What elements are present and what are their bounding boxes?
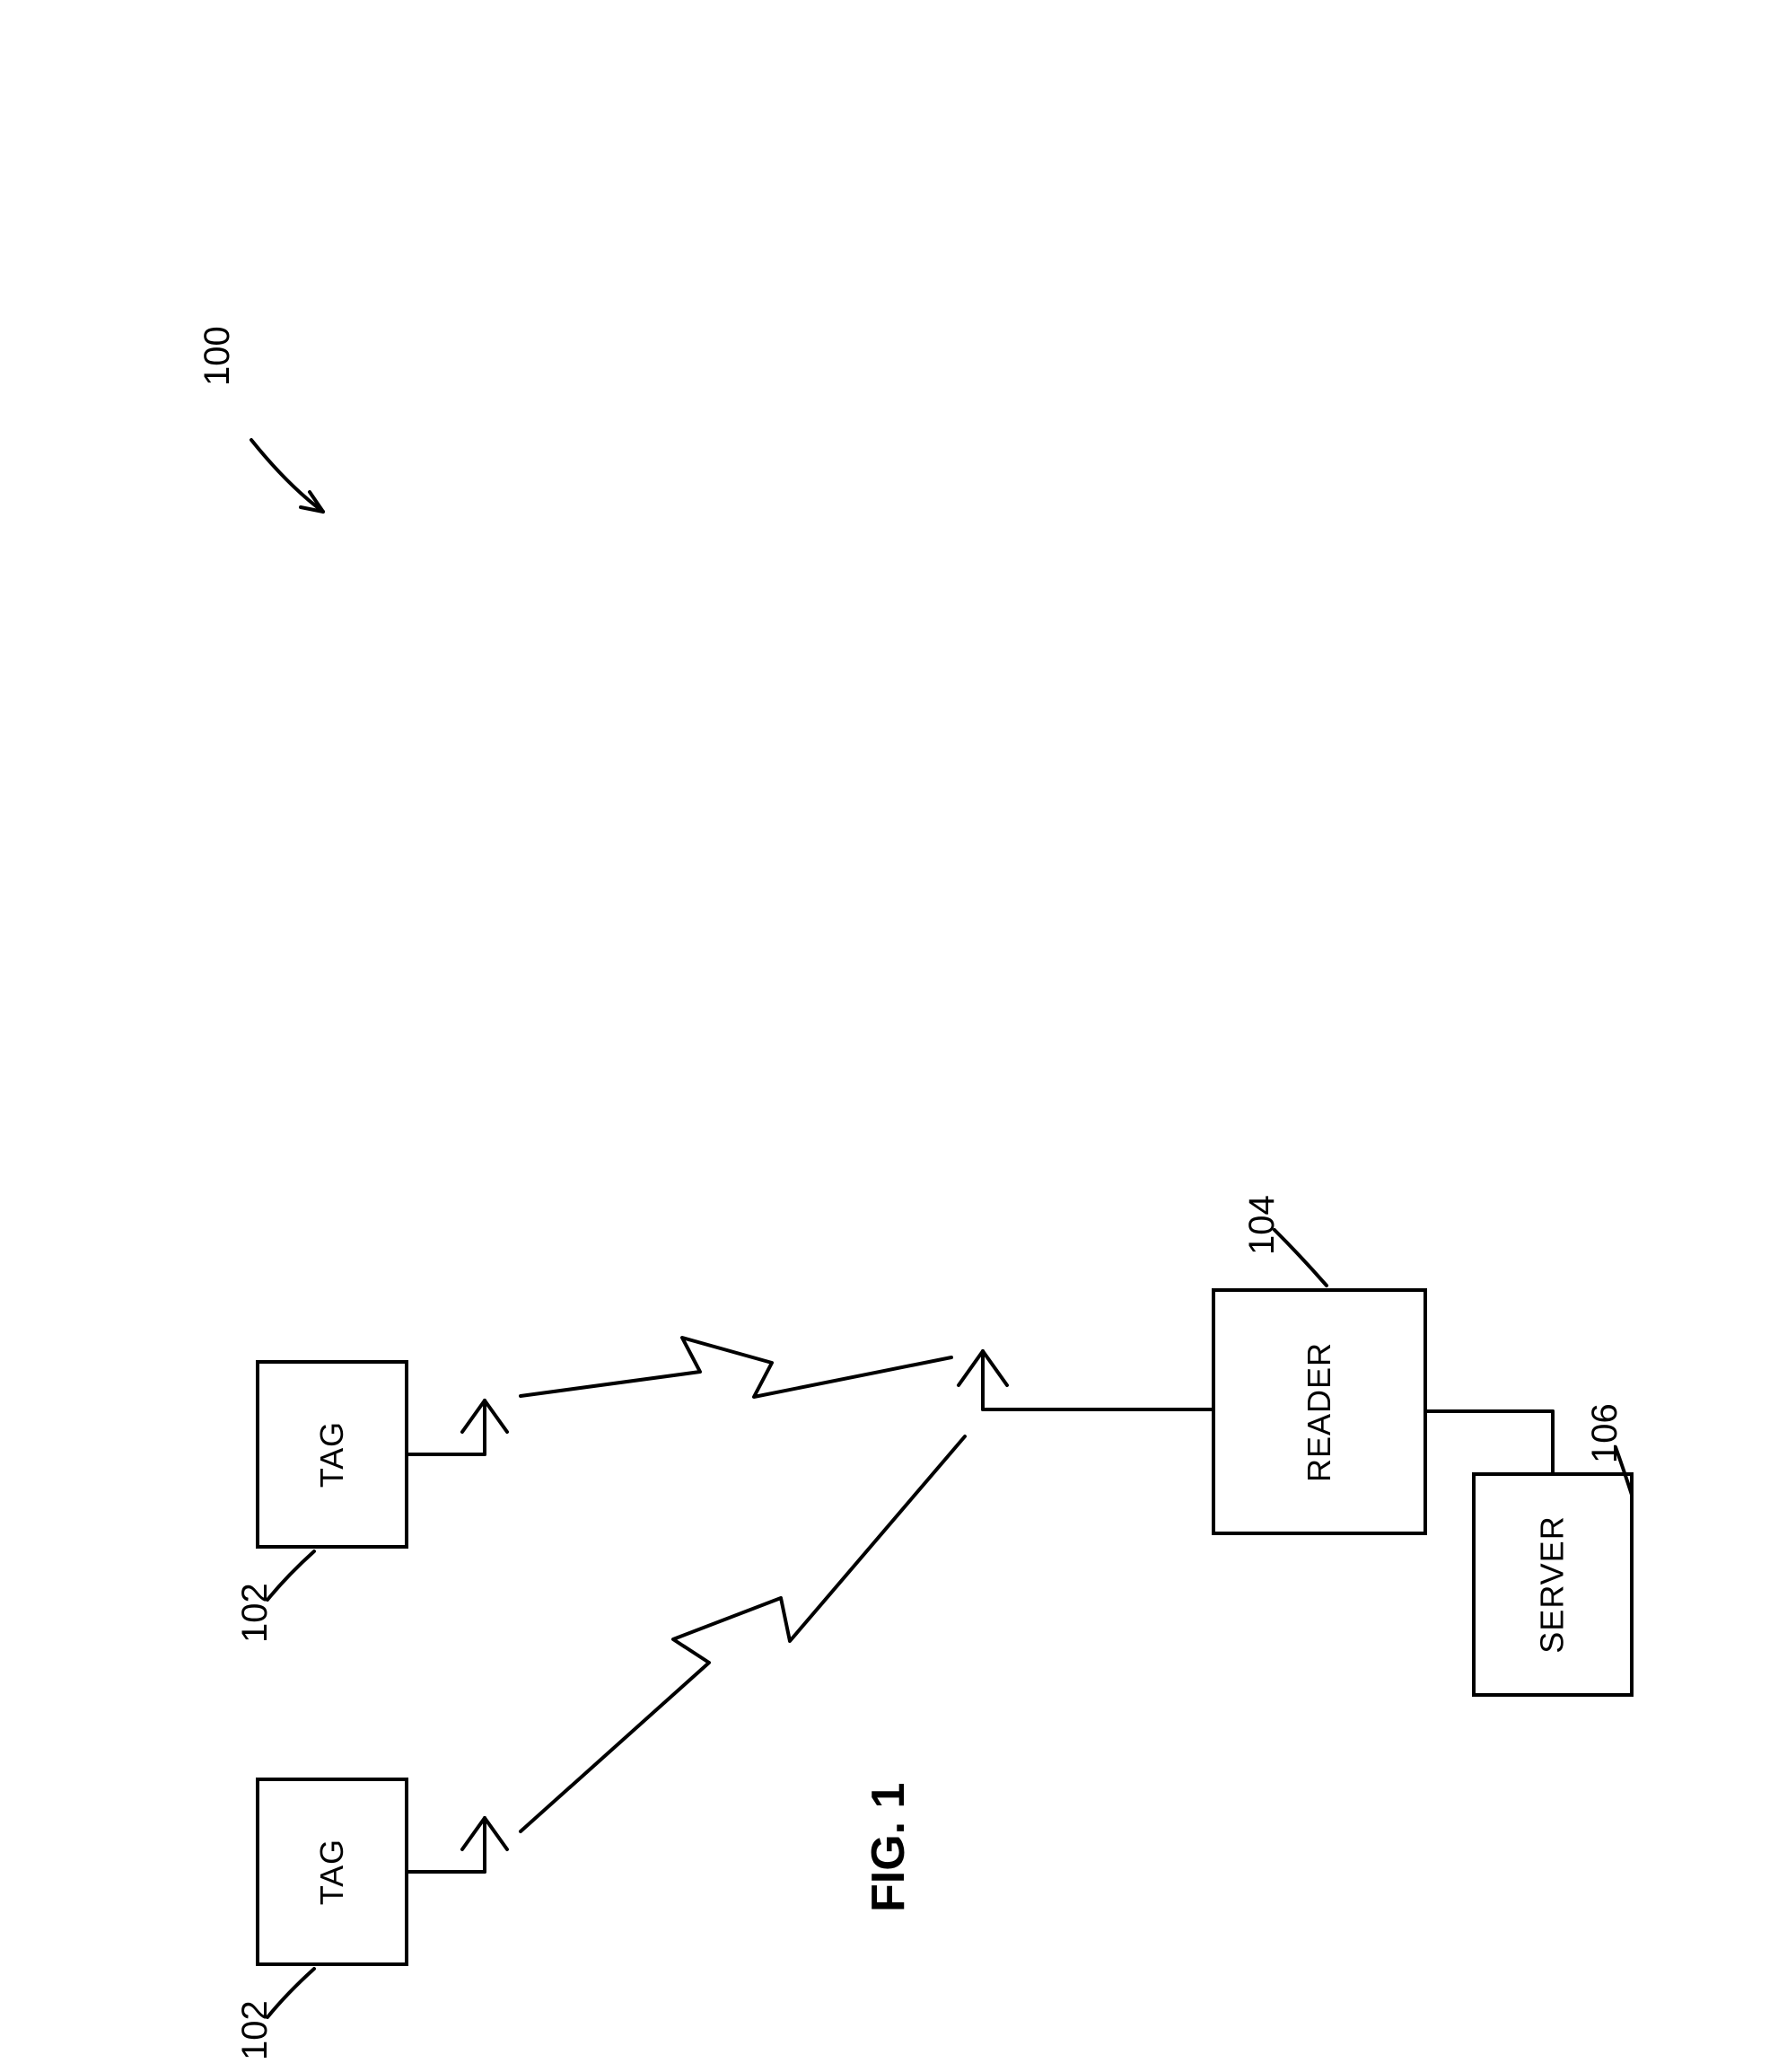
- tag-block-2: TAG: [256, 1778, 408, 1966]
- diagram-canvas: TAG TAG READER SERVER: [0, 0, 1787, 2072]
- tag-block-1-label: TAG: [313, 1421, 351, 1488]
- tag-block-1: TAG: [256, 1360, 408, 1549]
- server-block: SERVER: [1472, 1472, 1634, 1697]
- figure-caption: FIG. 1: [862, 1783, 915, 1912]
- reader-block: READER: [1212, 1288, 1427, 1535]
- reader-block-label: READER: [1301, 1341, 1338, 1481]
- ref-102-b: 102: [235, 2000, 276, 2060]
- ref-102-a: 102: [235, 1583, 276, 1643]
- ref-104: 104: [1242, 1195, 1283, 1255]
- ref-106: 106: [1585, 1403, 1625, 1463]
- tag-block-2-label: TAG: [313, 1839, 351, 1905]
- ref-100: 100: [197, 326, 238, 386]
- diagram-lines: [0, 0, 1787, 2072]
- server-block-label: SERVER: [1534, 1515, 1572, 1653]
